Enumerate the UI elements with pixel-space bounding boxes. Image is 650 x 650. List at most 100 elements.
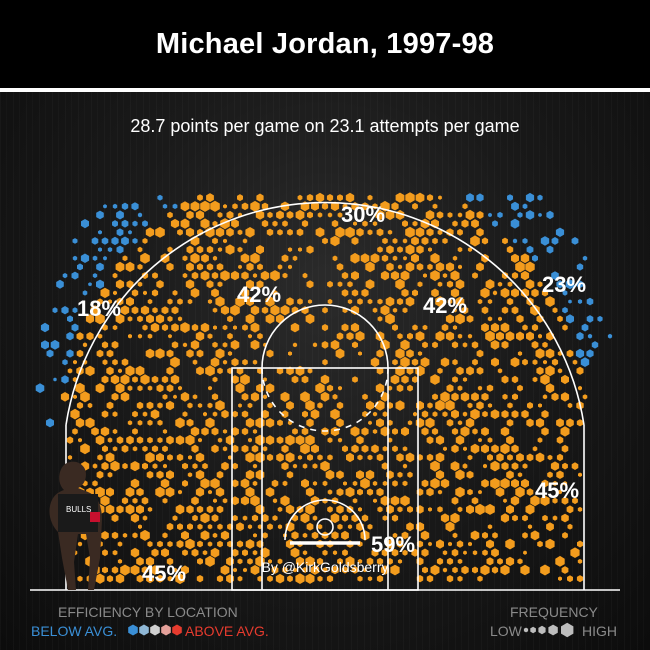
hexbin-above-avg xyxy=(501,375,509,384)
hexbin-above-avg xyxy=(567,575,573,583)
hexbin-above-avg xyxy=(335,348,345,359)
hexbin-above-avg xyxy=(465,417,475,428)
hexbin-above-avg xyxy=(470,530,480,541)
hexbin-above-avg xyxy=(311,201,319,211)
hexbin-above-avg xyxy=(463,446,467,452)
hexbin-above-avg xyxy=(372,307,378,313)
hexbin-above-avg xyxy=(121,444,129,453)
hexbin-above-avg xyxy=(430,270,440,282)
hexbin-above-avg xyxy=(371,548,379,557)
hexbin-layer xyxy=(35,192,613,585)
hexbin-above-avg xyxy=(327,489,333,495)
hexbin-above-avg xyxy=(395,278,405,290)
hexbin-above-avg xyxy=(502,393,508,400)
hexbin-above-avg xyxy=(457,228,463,236)
hexbin-above-avg xyxy=(257,263,263,271)
hexbin-above-avg xyxy=(305,487,315,497)
hexbin-above-avg xyxy=(251,444,259,453)
hexbin-above-avg xyxy=(437,281,443,287)
hexbin-above-avg xyxy=(151,445,159,453)
hexbin-above-avg xyxy=(277,524,283,530)
hexbin-above-avg xyxy=(387,229,393,235)
frequency-swatches xyxy=(523,622,574,638)
hexbin-above-avg xyxy=(217,437,223,443)
hexbin-above-avg xyxy=(392,238,398,244)
hexbin-above-avg xyxy=(376,487,384,497)
hexbin-below-avg xyxy=(576,280,584,289)
hexbin-above-avg xyxy=(476,401,484,410)
hexbin-above-avg xyxy=(428,507,432,512)
hexbin-above-avg xyxy=(106,349,114,358)
hexbin-above-avg xyxy=(505,331,515,342)
hexbin-above-avg xyxy=(540,374,550,385)
hexbin-above-avg xyxy=(466,315,474,323)
hexbin-above-avg xyxy=(187,402,193,409)
hexbin-above-avg xyxy=(402,446,408,452)
hexbin-above-avg xyxy=(437,229,443,236)
frequency-swatch xyxy=(538,625,546,635)
hexbin-below-avg xyxy=(510,218,520,229)
hexbin-above-avg xyxy=(382,480,388,486)
hexbin-above-avg xyxy=(231,427,239,436)
hexbin-above-avg xyxy=(317,212,323,218)
hexbin-above-avg xyxy=(336,332,344,340)
hexbin-above-avg xyxy=(468,541,472,547)
hexbin-above-avg xyxy=(145,348,155,359)
hexbin-above-avg xyxy=(250,305,260,316)
efficiency-swatch xyxy=(172,624,182,636)
hexbin-below-avg xyxy=(172,203,178,209)
hexbin-above-avg xyxy=(261,409,269,419)
hexbin-below-avg xyxy=(562,290,568,296)
hexbin-above-avg xyxy=(277,506,283,512)
hexbin-above-avg xyxy=(390,564,400,576)
hexbin-above-avg xyxy=(437,506,443,513)
hexbin-above-avg xyxy=(262,532,268,539)
hexbin-above-avg xyxy=(77,541,83,547)
hexbin-above-avg xyxy=(377,506,383,513)
hexbin-above-avg xyxy=(272,498,278,504)
hexbin-above-avg xyxy=(307,211,313,219)
hexbin-above-avg xyxy=(480,564,490,576)
hexbin-above-avg xyxy=(457,385,463,391)
hexbin-above-avg xyxy=(272,220,278,227)
hexbin-above-avg xyxy=(330,408,340,420)
hexbin-above-avg xyxy=(537,540,543,548)
hexbin-above-avg xyxy=(142,515,148,521)
hexbin-above-avg xyxy=(102,549,108,557)
hexbin-above-avg xyxy=(212,532,218,538)
hexbin-below-avg xyxy=(577,299,583,304)
hexbin-above-avg xyxy=(341,271,349,280)
hexbin-above-avg xyxy=(136,574,144,583)
hexbin-above-avg xyxy=(101,410,109,418)
hexbin-above-avg xyxy=(396,540,404,548)
restricted-arc xyxy=(284,499,366,541)
hexbin-above-avg xyxy=(366,400,374,411)
hexbin-above-avg xyxy=(90,305,100,316)
hexbin-above-avg xyxy=(270,270,280,282)
hexbin-below-avg xyxy=(587,333,593,339)
hexbin-above-avg xyxy=(312,342,318,348)
hexbin-above-avg xyxy=(252,463,258,469)
hexbin-above-avg xyxy=(521,409,529,419)
hexbin-above-avg xyxy=(462,377,468,382)
hexbin-above-avg xyxy=(440,478,450,489)
hexbin-above-avg xyxy=(478,437,482,443)
hexbin-above-avg xyxy=(192,514,198,522)
hexbin-above-avg xyxy=(501,461,509,471)
hexbin-above-avg xyxy=(122,255,128,262)
hexbin-above-avg xyxy=(472,272,478,279)
hexbin-above-avg xyxy=(490,460,500,472)
hexbin-above-avg xyxy=(407,384,413,392)
hexbin-above-avg xyxy=(511,462,519,470)
hexbin-above-avg xyxy=(401,531,409,540)
hexbin-above-avg xyxy=(417,281,423,288)
hexbin-above-avg xyxy=(402,307,408,314)
hexbin-above-avg xyxy=(391,548,399,557)
hexbin-above-avg xyxy=(532,359,538,365)
hexbin-above-avg xyxy=(302,532,308,538)
zone-label-top-three: 30% xyxy=(341,202,385,227)
hexbin-above-avg xyxy=(491,357,499,367)
hexbin-above-avg xyxy=(142,411,148,417)
hexbin-above-avg xyxy=(483,463,487,469)
hexbin-above-avg xyxy=(550,461,560,471)
